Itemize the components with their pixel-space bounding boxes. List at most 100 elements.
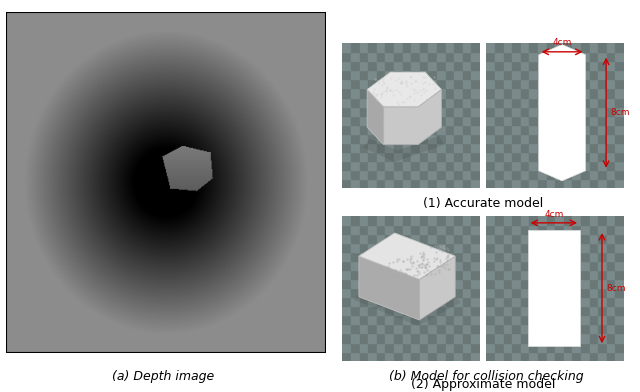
Bar — [445, 334, 454, 343]
Bar — [581, 89, 589, 98]
Bar — [463, 252, 472, 261]
Bar — [512, 325, 521, 334]
Bar — [512, 79, 521, 89]
Bar — [556, 134, 564, 143]
Bar — [538, 279, 547, 288]
Bar — [564, 179, 572, 188]
Bar — [486, 98, 495, 107]
Bar — [437, 216, 445, 225]
Bar — [412, 98, 420, 107]
Bar — [463, 134, 472, 143]
Bar — [547, 107, 556, 116]
Bar — [403, 225, 412, 234]
Bar — [454, 152, 463, 161]
Bar — [351, 107, 360, 116]
Bar — [504, 225, 512, 234]
Bar — [495, 279, 504, 288]
Bar — [368, 52, 377, 61]
Bar — [512, 334, 521, 343]
Bar — [437, 61, 445, 70]
Bar — [385, 161, 394, 170]
Bar — [547, 288, 556, 297]
Bar — [368, 325, 377, 334]
Bar — [616, 216, 624, 225]
Bar — [437, 252, 445, 261]
Bar — [607, 170, 616, 179]
Bar — [589, 279, 598, 288]
Bar — [454, 170, 463, 179]
Bar — [377, 179, 385, 188]
Bar — [589, 243, 598, 252]
Bar — [581, 243, 589, 252]
Bar — [412, 61, 420, 70]
Bar — [412, 279, 420, 288]
Bar — [572, 279, 581, 288]
Bar — [512, 225, 521, 234]
Bar — [547, 352, 556, 361]
Bar — [547, 125, 556, 134]
Bar — [412, 306, 420, 315]
Bar — [437, 52, 445, 61]
Bar — [607, 306, 616, 315]
Bar — [572, 161, 581, 170]
Bar — [412, 297, 420, 306]
Bar — [486, 43, 495, 52]
Bar — [556, 143, 564, 152]
Bar — [547, 70, 556, 79]
Bar — [589, 116, 598, 125]
Bar — [598, 352, 607, 361]
Bar — [547, 116, 556, 125]
Bar — [394, 234, 403, 243]
Bar — [616, 261, 624, 270]
Bar — [529, 134, 538, 143]
Bar — [403, 161, 412, 170]
Bar — [598, 161, 607, 170]
Bar — [394, 161, 403, 170]
Bar — [342, 225, 351, 234]
Bar — [428, 306, 437, 315]
Bar — [607, 325, 616, 334]
Bar — [385, 270, 394, 279]
Bar — [589, 225, 598, 234]
Bar — [607, 225, 616, 234]
Bar — [342, 70, 351, 79]
Bar — [385, 116, 394, 125]
Bar — [581, 279, 589, 288]
Bar — [607, 179, 616, 188]
Bar — [547, 334, 556, 343]
Polygon shape — [353, 291, 461, 326]
Bar — [394, 243, 403, 252]
Bar — [547, 243, 556, 252]
Bar — [437, 270, 445, 279]
Bar — [385, 234, 394, 243]
Bar — [521, 297, 529, 306]
Bar — [412, 116, 420, 125]
Bar — [529, 179, 538, 188]
Bar — [377, 288, 385, 297]
Bar — [564, 89, 572, 98]
Bar — [616, 89, 624, 98]
Bar — [360, 216, 368, 225]
Text: (a) Depth image: (a) Depth image — [112, 370, 214, 383]
Bar — [360, 179, 368, 188]
Bar — [538, 143, 547, 152]
Bar — [521, 43, 529, 52]
Bar — [486, 52, 495, 61]
Bar — [504, 315, 512, 325]
Bar — [368, 297, 377, 306]
Polygon shape — [384, 89, 442, 145]
Bar — [589, 343, 598, 352]
Bar — [342, 125, 351, 134]
Bar — [445, 170, 454, 179]
Bar — [495, 152, 504, 161]
Bar — [521, 98, 529, 107]
Bar — [581, 261, 589, 270]
Bar — [538, 43, 547, 52]
Bar — [556, 125, 564, 134]
Bar — [412, 70, 420, 79]
Bar — [616, 70, 624, 79]
Bar — [581, 179, 589, 188]
Bar — [529, 225, 538, 234]
Bar — [428, 107, 437, 116]
Bar — [486, 252, 495, 261]
